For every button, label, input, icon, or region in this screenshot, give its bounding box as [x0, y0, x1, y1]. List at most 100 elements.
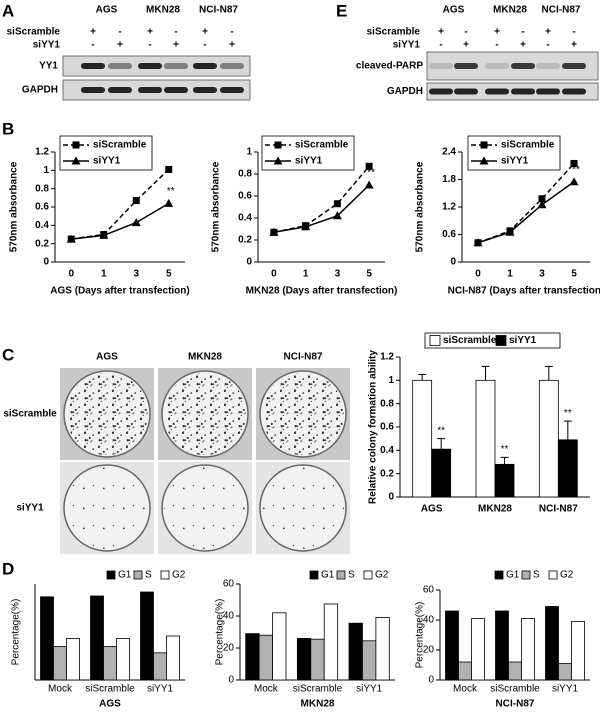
annotation: **	[167, 186, 175, 197]
colonies	[262, 467, 344, 549]
y-tick-label: 0	[228, 675, 234, 686]
bar	[362, 640, 377, 681]
y-tick-label: 0.4	[380, 445, 394, 456]
band	[164, 87, 188, 93]
lane-label: NCI-N87	[542, 5, 581, 16]
y-tick-label: 0.6	[238, 191, 252, 202]
band	[81, 87, 105, 93]
legend-label: G1	[118, 570, 132, 581]
band-label: YY1	[39, 61, 58, 72]
y-tick-label: 0.6	[380, 422, 394, 433]
legend-label: S	[533, 570, 540, 581]
y-tick-label: 1	[246, 147, 252, 158]
legend-label: S	[145, 570, 152, 581]
bar	[103, 646, 117, 681]
band	[485, 88, 509, 95]
x-tick-label: 3	[539, 269, 545, 280]
colonies	[66, 467, 148, 549]
column-label: NCI-N87	[284, 352, 323, 363]
lane-mark: -	[464, 27, 467, 38]
y-axis-label: Percentage(%)	[215, 599, 226, 666]
legend-marker	[72, 141, 80, 149]
band	[193, 87, 217, 93]
lane-mark: -	[118, 27, 121, 38]
bar	[375, 617, 390, 681]
y-tick-label: 20	[423, 645, 435, 656]
legend-swatch	[309, 570, 319, 580]
bar	[296, 638, 312, 681]
bar	[258, 634, 273, 681]
x-tick-label: siYY1	[147, 684, 174, 695]
lane-label: MKN28	[493, 5, 527, 16]
band	[511, 63, 535, 69]
legend-marker	[479, 156, 489, 165]
bar	[521, 618, 535, 681]
legend-swatch	[548, 570, 558, 580]
band	[138, 63, 162, 69]
point	[333, 200, 341, 208]
bar	[545, 606, 559, 681]
band	[429, 88, 453, 95]
x-tick-label: 0	[271, 269, 277, 280]
lane-mark: +	[229, 40, 235, 51]
x-axis-label: AGS (Days after transfection)	[50, 286, 189, 297]
legend-swatch	[106, 570, 116, 580]
x-tick-label: 3	[335, 269, 341, 280]
y-tick-label: 1	[43, 165, 49, 176]
error-bar	[418, 374, 427, 381]
y-tick-label: 0.4	[238, 213, 252, 224]
y-tick-label: 0	[246, 257, 252, 268]
legend-box	[424, 332, 561, 349]
lane-mark: +	[571, 40, 577, 51]
y-tick-label: 0.8	[380, 398, 394, 409]
y-tick-label: 0.4	[35, 220, 49, 231]
bar	[495, 610, 509, 681]
bar	[412, 379, 433, 498]
row-label: siYY1	[16, 503, 44, 514]
legend-swatch	[363, 570, 373, 580]
x-tick-label: 1	[303, 269, 309, 280]
bar	[348, 622, 363, 681]
bar	[431, 448, 452, 498]
bar	[571, 621, 585, 681]
row-label: siScramble	[367, 27, 421, 38]
bar	[323, 603, 339, 681]
band	[164, 63, 188, 69]
lane-mark: -	[495, 40, 498, 51]
point	[537, 200, 547, 209]
x-tick-label: 5	[166, 269, 172, 280]
lane-mark: +	[90, 27, 96, 38]
y-axis-label: Percentage(%)	[11, 599, 22, 666]
band	[108, 87, 132, 93]
x-tick-label: 5	[366, 269, 372, 280]
band	[536, 88, 560, 95]
legend-label: G2	[172, 570, 186, 581]
y-tick-label: 20	[223, 643, 235, 654]
y-tick-label: 0.8	[35, 183, 49, 194]
lane-mark: +	[438, 27, 444, 38]
panel-label: C	[2, 345, 14, 364]
y-tick-label: 1.8	[442, 174, 456, 185]
x-tick-label: MKN28	[478, 504, 512, 515]
y-tick-label: 60	[423, 585, 435, 596]
point	[570, 159, 578, 167]
band	[454, 63, 478, 69]
legend-swatch	[160, 570, 170, 580]
y-axis-label: 570nm absorbance	[9, 161, 20, 252]
column-label: AGS	[96, 352, 118, 363]
lane-mark: -	[230, 27, 233, 38]
legend-marker	[274, 141, 282, 149]
row-label: siYY1	[393, 40, 421, 51]
point	[132, 197, 140, 205]
band-label: cleaved-PARP	[356, 61, 423, 72]
y-axis-label: 570nm absorbance	[211, 161, 222, 252]
legend-label: G1	[321, 570, 335, 581]
colonies	[66, 373, 148, 455]
bar	[90, 595, 104, 681]
bar	[53, 646, 67, 681]
legend-marker	[71, 156, 81, 165]
error-bar	[481, 365, 490, 381]
legend-label: siScramble	[295, 140, 349, 151]
band	[220, 63, 244, 69]
bar	[558, 663, 572, 681]
